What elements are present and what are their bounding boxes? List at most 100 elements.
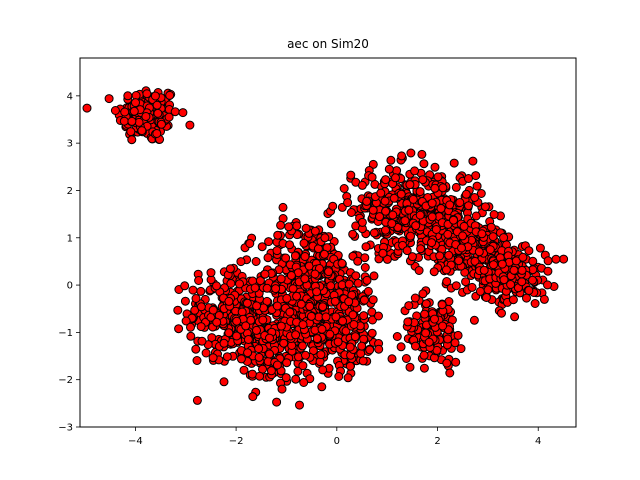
data-point: [470, 256, 480, 266]
data-point: [365, 345, 375, 355]
data-point: [442, 277, 452, 286]
data-point: [123, 91, 133, 101]
data-point: [339, 184, 349, 193]
data-point: [551, 254, 561, 264]
data-point: [427, 198, 437, 208]
data-point: [296, 299, 306, 309]
data-point: [174, 324, 184, 334]
data-point: [404, 205, 414, 215]
data-point: [499, 233, 509, 243]
data-point: [225, 264, 235, 274]
data-point: [321, 312, 331, 322]
data-point: [384, 164, 394, 174]
data-point: [164, 112, 174, 122]
data-point: [285, 240, 295, 250]
data-point: [363, 286, 373, 296]
data-point: [479, 265, 489, 275]
data-point: [483, 285, 493, 295]
data-point: [196, 322, 206, 332]
data-point: [449, 158, 459, 168]
data-point: [369, 271, 379, 281]
data-point: [337, 258, 347, 268]
data-point: [298, 361, 308, 371]
data-point: [333, 337, 343, 347]
data-point: [419, 350, 429, 360]
data-point: [443, 229, 453, 239]
data-point: [191, 294, 201, 303]
data-point: [362, 196, 372, 206]
data-point: [374, 344, 384, 354]
data-point: [381, 206, 391, 216]
data-point: [219, 377, 229, 387]
data-point: [455, 198, 465, 207]
data-point: [461, 189, 471, 199]
data-point: [467, 282, 477, 292]
data-point: [457, 243, 466, 253]
data-point: [367, 328, 377, 338]
data-point: [435, 251, 445, 261]
data-point: [248, 392, 258, 402]
data-point: [400, 216, 410, 226]
data-point: [247, 369, 257, 379]
data-point: [290, 251, 300, 261]
data-point: [180, 281, 190, 291]
data-point: [186, 322, 195, 332]
data-point: [330, 296, 340, 306]
data-point: [421, 328, 431, 338]
data-point: [451, 182, 461, 192]
data-point: [559, 254, 569, 264]
data-point: [245, 239, 255, 248]
data-point: [254, 344, 264, 354]
data-point: [186, 331, 196, 341]
data-point: [430, 314, 439, 324]
data-point: [401, 354, 411, 363]
data-point: [298, 320, 308, 330]
data-point: [292, 291, 302, 301]
data-point: [317, 382, 327, 392]
data-point: [243, 348, 253, 358]
data-point: [317, 324, 327, 334]
data-point: [285, 307, 295, 317]
data-point: [508, 295, 518, 305]
data-point: [326, 281, 336, 291]
data-point: [416, 244, 426, 254]
data-point: [414, 266, 424, 275]
data-point: [292, 221, 302, 231]
data-point: [185, 120, 195, 130]
data-point: [451, 357, 461, 367]
data-point: [197, 336, 207, 346]
data-point: [368, 205, 378, 215]
data-point: [263, 253, 273, 263]
data-point: [437, 300, 447, 310]
data-point: [276, 220, 286, 230]
data-point: [406, 148, 416, 158]
data-point: [291, 330, 301, 340]
data-point: [194, 276, 204, 285]
data-point: [361, 242, 371, 252]
data-point: [242, 298, 252, 308]
x-tick-label: −2: [229, 436, 244, 447]
data-point: [324, 267, 334, 277]
data-point: [129, 106, 139, 116]
data-point: [134, 117, 144, 127]
data-point: [266, 366, 276, 376]
data-point: [510, 312, 520, 322]
data-point: [475, 286, 485, 296]
data-point: [419, 363, 429, 373]
data-point: [410, 293, 420, 303]
data-point: [433, 172, 443, 182]
data-point: [368, 295, 378, 305]
data-point: [104, 94, 114, 104]
data-point: [359, 311, 369, 321]
data-point: [356, 349, 366, 358]
data-point: [196, 302, 206, 312]
data-point: [291, 374, 301, 384]
data-point: [402, 246, 412, 256]
data-point: [318, 302, 328, 312]
data-point: [239, 365, 249, 375]
x-tick-label: 0: [334, 436, 340, 447]
data-point: [319, 249, 329, 259]
data-point: [353, 278, 363, 288]
data-point: [141, 112, 151, 121]
data-point: [415, 187, 425, 197]
